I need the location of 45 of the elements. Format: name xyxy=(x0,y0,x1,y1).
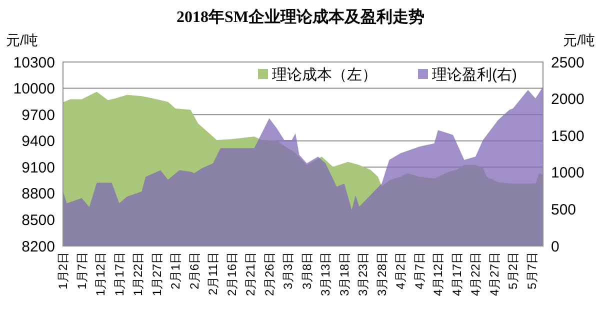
y-tick-label: 10300 xyxy=(13,54,55,72)
x-tick-label: 3月3日 xyxy=(281,252,296,290)
x-tick-label: 2月11日 xyxy=(206,252,220,296)
y2-tick-label: 2500 xyxy=(551,54,584,72)
x-tick-label: 4月7日 xyxy=(412,252,426,290)
y-tick-label: 8500 xyxy=(22,212,55,229)
y-axis-title: 元/吨 xyxy=(6,32,38,48)
x-tick-label: 1月12日 xyxy=(94,252,108,296)
x-tick-label: 1月22日 xyxy=(131,252,146,296)
y2-tick-label: 2000 xyxy=(551,91,584,108)
chart-title: 2018年SM企业理论成本及盈利走势 xyxy=(176,8,424,26)
x-tick-label: 4月22日 xyxy=(468,252,483,296)
y-tick-label: 8200 xyxy=(22,238,55,256)
x-tick-label: 1月2日 xyxy=(56,252,70,290)
x-tick-label: 2月26日 xyxy=(262,252,276,296)
x-tick-label: 2月6日 xyxy=(187,252,202,290)
x-tick-label: 4月17日 xyxy=(450,252,464,296)
y2-tick-label: 1000 xyxy=(551,164,584,182)
y-tick-label: 10000 xyxy=(13,80,55,98)
x-tick-label: 1月27日 xyxy=(150,252,164,296)
y2-tick-label: 1500 xyxy=(551,128,584,145)
y-tick-label: 8800 xyxy=(22,186,55,203)
x-tick-label: 5月2日 xyxy=(506,252,520,290)
y-tick-label: 9700 xyxy=(22,106,55,124)
x-tick-label: 2月21日 xyxy=(244,252,258,296)
y2-tick-label: 0 xyxy=(551,238,560,256)
x-tick-label: 2月1日 xyxy=(168,252,183,290)
x-tick-label: 3月18日 xyxy=(337,252,352,296)
x-tick-label: 4月12日 xyxy=(431,252,446,296)
x-tick-label: 2月16日 xyxy=(224,252,239,296)
x-tick-label: 3月13日 xyxy=(318,252,333,296)
legend-label: 理论盈利(右) xyxy=(432,66,517,84)
x-tick-label: 3月23日 xyxy=(356,252,370,296)
x-tick-label: 3月28日 xyxy=(374,252,389,296)
x-tick-label: 4月2日 xyxy=(394,252,408,290)
x-tick-label: 1月17日 xyxy=(112,252,126,296)
y-tick-label: 9400 xyxy=(22,133,55,150)
legend-label: 理论成本（左） xyxy=(272,66,377,84)
y2-tick-label: 500 xyxy=(551,201,576,218)
x-tick-label: 3月8日 xyxy=(300,252,314,290)
y2-axis-title: 元/吨 xyxy=(563,32,595,48)
x-tick-label: 1月7日 xyxy=(74,252,89,290)
x-tick-label: 4月27日 xyxy=(487,252,502,296)
x-tick-label: 5月7日 xyxy=(524,252,539,290)
y-tick-label: 9100 xyxy=(22,159,55,176)
